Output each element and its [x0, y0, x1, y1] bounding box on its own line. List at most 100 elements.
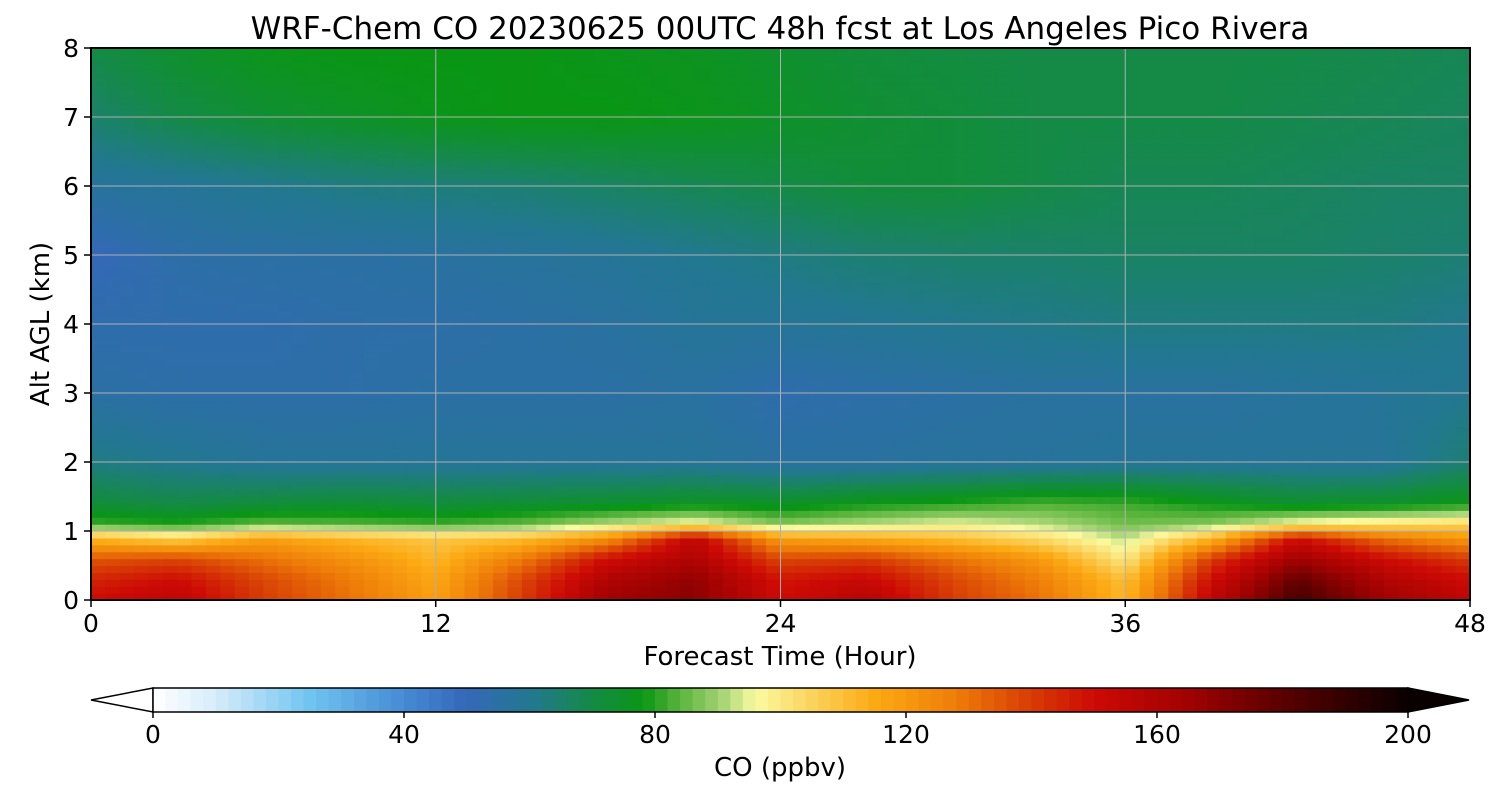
heatmap-cell [105, 365, 121, 373]
heatmap-cell [378, 310, 394, 318]
heatmap-cell [723, 558, 738, 567]
heatmap-cell [593, 441, 609, 449]
heatmap-cell [1240, 524, 1256, 532]
heatmap-cell [608, 551, 624, 560]
heatmap-cell [1326, 289, 1342, 297]
heatmap-cell [536, 572, 552, 580]
heatmap-cell [1426, 482, 1442, 491]
heatmap-cell [1455, 558, 1470, 567]
heatmap-cell [866, 441, 882, 449]
heatmap-cell [450, 317, 466, 325]
heatmap-cell [1211, 593, 1227, 600]
heatmap-cell [881, 275, 897, 284]
heatmap-cell [507, 248, 523, 256]
heatmap-cell [421, 586, 437, 594]
heatmap-cell [1369, 462, 1385, 470]
heatmap-cell [679, 586, 695, 594]
heatmap-cell [723, 579, 738, 587]
heatmap-cell [306, 393, 322, 401]
heatmap-cell [464, 358, 480, 366]
heatmap-cell [622, 572, 638, 580]
heatmap-cell [780, 330, 796, 339]
heatmap-cell [349, 393, 365, 401]
heatmap-cell [249, 399, 264, 408]
heatmap-cell [1283, 393, 1299, 401]
heatmap-cell [1067, 489, 1083, 498]
heatmap-cell [751, 586, 767, 594]
heatmap-cell [636, 317, 652, 325]
heatmap-cell [895, 379, 911, 387]
heatmap-cell [651, 310, 667, 318]
heatmap-cell [924, 475, 940, 484]
heatmap-cell [1153, 296, 1169, 304]
heatmap-cell [1426, 489, 1442, 498]
heatmap-cell [1283, 296, 1299, 304]
heatmap-cell [119, 275, 135, 284]
heatmap-cell [292, 579, 308, 587]
heatmap-cell [852, 482, 868, 491]
heatmap-cell [249, 579, 264, 587]
heatmap-cell [565, 558, 580, 567]
heatmap-cell [1168, 393, 1184, 401]
heatmap-cell [837, 544, 853, 553]
heatmap-cell [1096, 344, 1112, 353]
heatmap-cell [1197, 565, 1213, 573]
heatmap-cell [1268, 289, 1284, 297]
heatmap-cell [866, 551, 882, 560]
heatmap-cell [593, 544, 609, 553]
heatmap-cell [1182, 275, 1198, 284]
heatmap-cell [521, 379, 537, 387]
heatmap-cell [507, 275, 523, 284]
heatmap-cell [895, 593, 911, 600]
heatmap-cell [1340, 475, 1356, 484]
heatmap-cell [320, 241, 336, 249]
heatmap-cell [134, 524, 150, 532]
heatmap-cell [1283, 455, 1299, 463]
heatmap-cell [995, 462, 1011, 470]
heatmap-cell [981, 372, 997, 380]
heatmap-cell [995, 448, 1011, 456]
heatmap-cell [608, 372, 624, 380]
heatmap-cell [1283, 496, 1299, 504]
heatmap-cell [866, 510, 882, 518]
heatmap-cell [708, 241, 724, 249]
heatmap-cell [866, 330, 882, 339]
heatmap-cell [895, 551, 911, 560]
heatmap-cell [249, 558, 264, 567]
heatmap-cell [881, 365, 897, 373]
heatmap-cell [1441, 255, 1457, 263]
heatmap-cell [1398, 386, 1414, 394]
heatmap-cell [277, 537, 293, 546]
heatmap-cell [1153, 275, 1169, 284]
heatmap-cell [435, 324, 451, 332]
heatmap-cell [220, 406, 236, 415]
heatmap-cell [708, 537, 724, 546]
heatmap-cell [91, 282, 106, 291]
heatmap-cell [119, 496, 135, 504]
heatmap-cell [1139, 386, 1155, 394]
heatmap-cell [967, 531, 983, 539]
heatmap-cell [852, 524, 868, 532]
heatmap-cell [119, 427, 135, 435]
heatmap-cell [478, 503, 494, 511]
heatmap-cell [995, 330, 1011, 339]
heatmap-cell [1426, 551, 1442, 560]
heatmap-cell [1225, 482, 1241, 491]
heatmap-cell [234, 275, 250, 284]
heatmap-cell [249, 537, 264, 546]
heatmap-cell [1082, 468, 1098, 477]
heatmap-cell [335, 565, 351, 573]
heatmap-cell [292, 303, 308, 311]
heatmap-cell [1125, 255, 1141, 263]
heatmap-cell [1412, 324, 1428, 332]
heatmap-cell [162, 365, 178, 373]
heatmap-cell [1067, 531, 1083, 539]
heatmap-cell [837, 558, 853, 567]
heatmap-cell [593, 241, 609, 249]
heatmap-cell [191, 289, 207, 297]
heatmap-cell [579, 358, 595, 366]
heatmap-cell [665, 399, 681, 408]
heatmap-cell [967, 482, 983, 491]
heatmap-cell [1067, 303, 1083, 311]
heatmap-cell [636, 282, 652, 291]
